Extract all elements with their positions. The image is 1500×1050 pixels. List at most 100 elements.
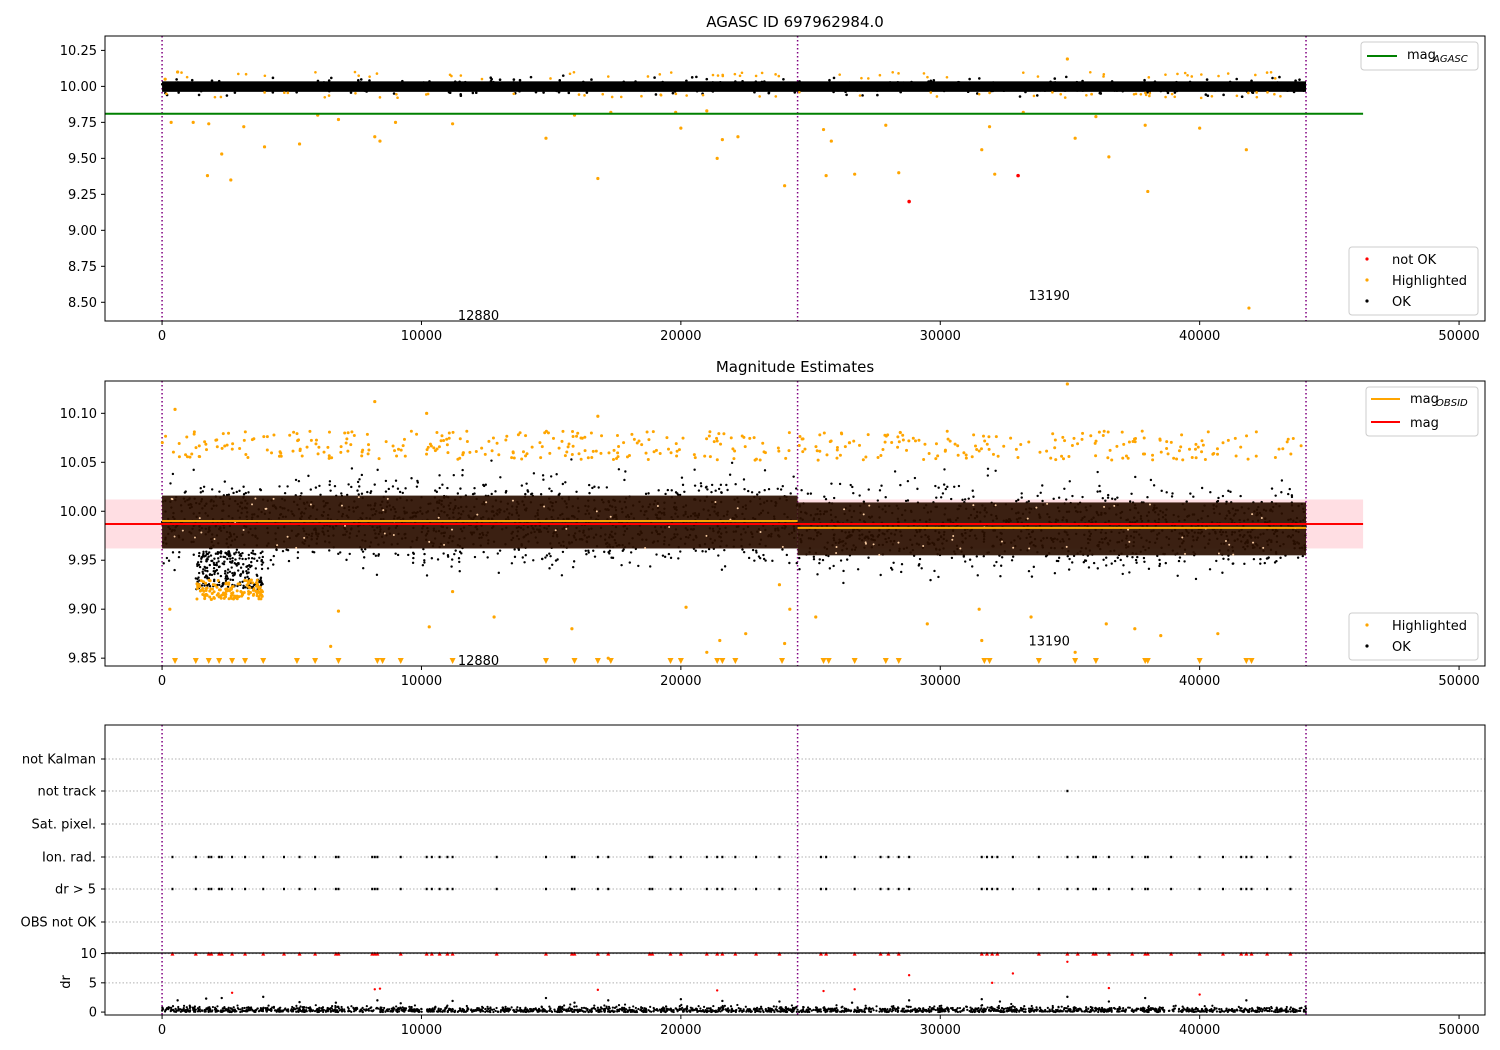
- ok-point: [1140, 85, 1144, 88]
- ok-point: [216, 572, 220, 575]
- highlighted-point: [705, 109, 709, 113]
- ok-point: [599, 88, 602, 92]
- ok-point: [173, 568, 176, 572]
- ok-point: [207, 582, 211, 586]
- flag-event-marker: [1170, 855, 1173, 859]
- highlighted-point: [510, 456, 514, 460]
- highlighted-point: [1200, 73, 1203, 76]
- highlighted-point: [456, 457, 460, 461]
- highlighted-point: [1234, 454, 1238, 458]
- ok-point: [798, 80, 801, 83]
- ok-point: [212, 561, 216, 565]
- highlighted-point: [1183, 71, 1187, 75]
- flag-event-marker: [1131, 887, 1134, 891]
- ok-point: [481, 85, 485, 89]
- highlighted-point: [230, 593, 234, 597]
- ok-point: [587, 549, 590, 552]
- ok-point: [649, 565, 652, 568]
- ok-point: [1134, 88, 1138, 92]
- highlighted-point: [240, 592, 245, 597]
- ok-point: [218, 565, 221, 568]
- ok-point: [430, 557, 434, 560]
- ok-point: [815, 86, 818, 90]
- ok-point: [1159, 89, 1163, 93]
- highlighted-point: [1200, 439, 1204, 443]
- plot-frame-1: [104, 35, 1486, 322]
- flag-row-label: not Kalman: [22, 753, 96, 768]
- off-scale-marker: [594, 658, 601, 664]
- ok-point: [690, 76, 694, 79]
- highlighted-point: [208, 589, 212, 593]
- highlighted-point: [858, 443, 862, 447]
- off-scale-marker: [1035, 658, 1042, 664]
- highlighted-point: [979, 447, 983, 451]
- highlighted-point: [784, 456, 788, 460]
- ok-point: [435, 490, 439, 494]
- ok-point: [412, 81, 415, 85]
- ok-point: [1147, 567, 1151, 571]
- highlighted-point: [295, 432, 299, 436]
- highlighted-point: [733, 72, 737, 76]
- ok-point: [896, 81, 900, 84]
- ok-point: [278, 485, 281, 488]
- highlighted-point: [567, 442, 571, 446]
- ok-point: [537, 86, 540, 90]
- highlighted-point: [816, 458, 820, 462]
- ok-point: [330, 76, 333, 80]
- highlighted-point: [1199, 96, 1203, 100]
- highlighted-point: [579, 436, 583, 440]
- highlighted-point: [881, 447, 885, 451]
- ok-point: [218, 490, 221, 493]
- dr-point: [334, 1006, 337, 1009]
- highlighted-point: [265, 448, 269, 452]
- highlighted-point: [668, 525, 671, 528]
- flag-event-marker: [648, 887, 651, 891]
- ok-point: [585, 553, 588, 556]
- ok-point: [261, 555, 265, 559]
- highlighted-point: [715, 439, 719, 443]
- flag-event-marker: [446, 887, 449, 891]
- highlighted-point: [1244, 148, 1248, 152]
- dr-point: [370, 1009, 373, 1012]
- highlighted-point: [259, 597, 263, 601]
- flag-event-marker: [371, 887, 374, 891]
- ok-point: [1263, 561, 1266, 565]
- highlighted-point: [1194, 442, 1198, 446]
- highlighted-point: [715, 458, 719, 462]
- highlighted-point: [705, 650, 709, 654]
- ok-point: [693, 468, 696, 471]
- x-tick-label: 40000: [1179, 674, 1220, 689]
- highlighted-point: [797, 444, 801, 448]
- ok-point: [1096, 82, 1100, 86]
- ok-point: [582, 80, 585, 84]
- ok-point: [176, 81, 180, 84]
- ok-point: [296, 556, 299, 560]
- ok-point: [1278, 75, 1281, 79]
- flag-event-marker: [371, 855, 374, 859]
- highlighted-point: [317, 445, 321, 449]
- highlighted-point: [314, 438, 318, 442]
- highlighted-point: [202, 593, 206, 597]
- ok-point: [875, 89, 879, 92]
- ok-point: [387, 487, 390, 491]
- ok-point: [1286, 89, 1289, 92]
- dr-point: [697, 1004, 700, 1008]
- ok-point: [594, 82, 597, 86]
- highlighted-point: [589, 431, 593, 435]
- ok-point: [1105, 83, 1109, 87]
- flag-event-marker: [244, 887, 247, 891]
- highlighted-point: [265, 507, 268, 510]
- ok-point: [753, 559, 756, 562]
- ok-point: [700, 86, 704, 90]
- dr-point: [334, 1004, 337, 1008]
- ok-point: [1279, 556, 1282, 560]
- ok-point: [530, 493, 533, 496]
- ok-point: [934, 484, 937, 488]
- ok-point: [394, 479, 398, 482]
- flag-event-marker: [721, 887, 724, 891]
- highlighted-point: [703, 454, 707, 458]
- highlighted-point: [524, 434, 528, 438]
- ok-point: [798, 556, 801, 560]
- ok-point: [661, 80, 664, 84]
- ok-point: [249, 85, 253, 89]
